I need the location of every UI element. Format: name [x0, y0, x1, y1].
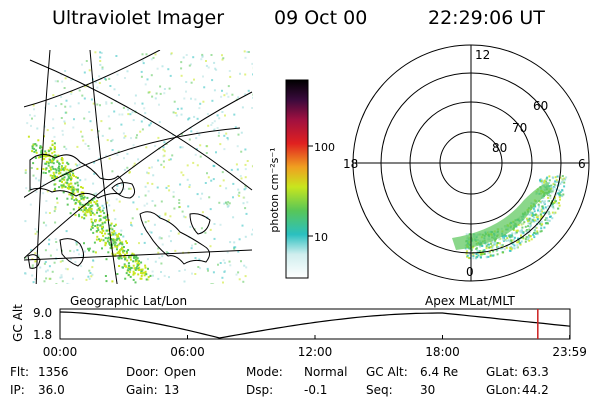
mlat-label-70: 70: [512, 121, 527, 135]
status-label: IP:: [10, 383, 25, 397]
mlat-label-80: 80: [492, 141, 507, 155]
mlat-label-60: 60: [533, 99, 548, 113]
polar-grid: [352, 44, 590, 282]
polar-panel-label: Apex MLat/MLT: [425, 294, 515, 308]
timeline-x-tick-label: 06:00: [170, 345, 205, 359]
status-label: GLat:: [486, 365, 518, 379]
auroral-oval-core: [452, 182, 552, 250]
mlt-label-12: 12: [475, 48, 490, 62]
geo-grid-lines: [24, 50, 253, 284]
status-label: Mode:: [246, 365, 283, 379]
timeline-x-tick-label: 00:00: [43, 345, 78, 359]
colorbar-tick-label-100: 100: [314, 141, 335, 154]
mlt-label-6: 6: [578, 157, 586, 171]
status-label: GLon:: [486, 383, 521, 397]
status-value: Open: [164, 365, 196, 379]
status-value: 6.4 Re: [420, 365, 458, 379]
status-label: Flt:: [10, 365, 29, 379]
geo-corner-label: ASS: [13, 183, 25, 200]
altitude-curve: [59, 311, 571, 339]
polar-mlat-mlt-panel: 12 18 6 0 60 70 80: [343, 44, 590, 282]
status-label: Dsp:: [246, 383, 273, 397]
status-label: GC Alt:: [366, 365, 408, 379]
status-value: 1356: [38, 365, 69, 379]
orbit-altitude-timeline: GC Alt 9.0 1.8 00:00 06:00 12:00 18:00 23:59: [11, 304, 587, 359]
image-time: 22:29:06 UT: [428, 7, 545, 29]
timeline-x-tick-label: 12:00: [298, 345, 333, 359]
image-date: 09 Oct 00: [274, 7, 367, 29]
timeline-y-tick-low: 1.8: [33, 328, 52, 342]
app-title: Ultraviolet Imager: [52, 7, 224, 29]
coastline-outline: [27, 154, 211, 269]
color-scale: [285, 79, 309, 279]
timeline-axis-label: GC Alt: [11, 304, 25, 342]
status-label: Door:: [126, 365, 159, 379]
timeline-y-tick-high: 9.0: [33, 306, 52, 320]
mlt-label-0: 0: [466, 265, 474, 279]
color-bar: 100 10 photon cm⁻²s⁻¹: [268, 79, 335, 279]
status-value: Normal: [304, 365, 347, 379]
status-value: 36.0: [38, 383, 65, 397]
status-value: 63.3: [522, 365, 549, 379]
status-value: -0.1: [304, 383, 327, 397]
timeline-frame: [59, 308, 571, 340]
colorbar-unit-label: photon cm⁻²s⁻¹: [268, 147, 281, 232]
timeline-x-tick-label: 18:00: [425, 345, 460, 359]
colorbar-tick-label-10: 10: [314, 231, 328, 244]
status-value: 13: [164, 383, 179, 397]
status-value: 44.2: [522, 383, 549, 397]
timeline-x-ticks: 00:00 06:00 12:00 18:00 23:59: [43, 335, 587, 359]
status-label: Seq:: [366, 383, 393, 397]
timeline-x-tick-label: 23:59: [552, 345, 587, 359]
geo-panel-label: Geographic Lat/Lon: [70, 294, 187, 308]
mlt-label-18: 18: [343, 157, 358, 171]
geographic-image-panel: ASS: [13, 50, 253, 284]
status-readout: Flt: 1356 Door: Open Mode: Normal GC Alt: 6.4 R…: [10, 365, 549, 397]
status-label: Gain:: [126, 383, 158, 397]
geo-emission-speckle: [24, 50, 253, 284]
status-value: 30: [420, 383, 435, 397]
